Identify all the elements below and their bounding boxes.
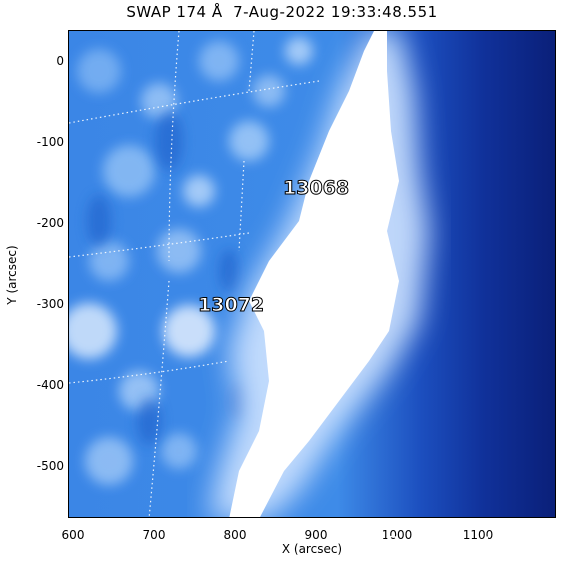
x-tick-label: 600 <box>61 528 85 542</box>
active-region-core <box>229 31 399 517</box>
y-tick-label: -400 <box>36 378 64 392</box>
lat-lon-grid <box>69 31 320 517</box>
active-region-label[interactable]: 13068 <box>282 177 350 200</box>
image-title: SWAP 174 Å 7-Aug-2022 19:33:48.551 <box>126 3 438 21</box>
x-tick-label: 800 <box>223 528 247 542</box>
watermark: SolarMonitor.org <box>385 532 550 556</box>
y-axis-label: Y (arcsec) <box>5 245 19 305</box>
y-tick-label: -100 <box>36 135 64 149</box>
y-tick-label: -500 <box>36 459 64 473</box>
active-region-label[interactable]: 13072 <box>197 294 265 317</box>
x-tick-label: 1000 <box>381 528 413 542</box>
y-tick-label: -300 <box>36 297 64 311</box>
x-axis-label: X (arcsec) <box>281 542 343 556</box>
dark-lanes <box>87 111 249 445</box>
x-tick-label: 900 <box>304 528 328 542</box>
x-tick-label: 1100 <box>462 528 494 542</box>
solar-image <box>69 31 555 517</box>
y-tick-label: 0 <box>56 54 64 68</box>
y-tick-label: -200 <box>36 216 64 230</box>
solar-image-plot <box>68 30 556 518</box>
x-tick-label: 700 <box>142 528 166 542</box>
